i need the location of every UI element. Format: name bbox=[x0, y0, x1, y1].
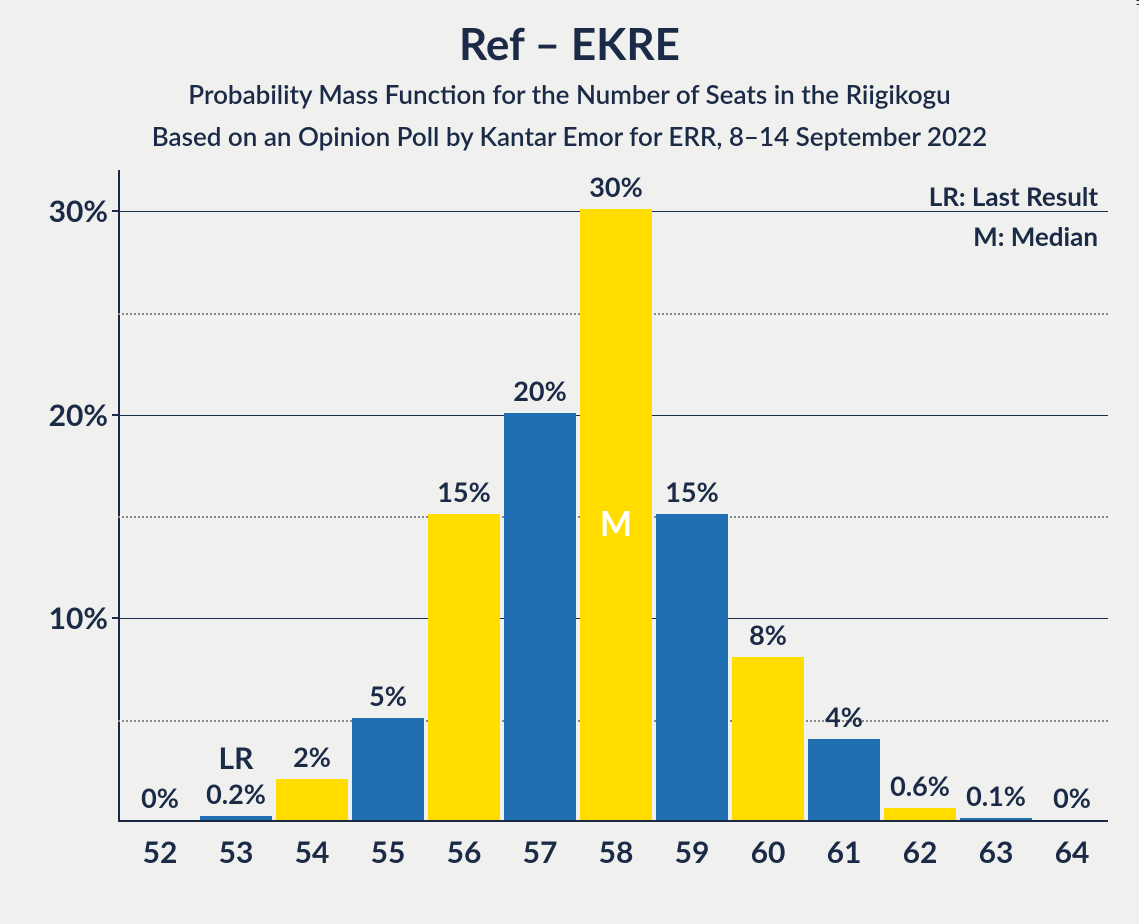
chart-subtitle-2: Based on an Opinion Poll by Kantar Emor … bbox=[0, 120, 1139, 152]
chart-subtitle-1: Probability Mass Function for the Number… bbox=[0, 78, 1139, 110]
x-axis-label: 61 bbox=[808, 834, 880, 870]
bar bbox=[732, 657, 804, 820]
bar-value-label: 15% bbox=[414, 475, 514, 508]
x-axis bbox=[118, 820, 1108, 822]
x-axis-label: 53 bbox=[200, 834, 272, 870]
chart-title: Ref – EKRE bbox=[0, 18, 1139, 70]
y-axis-label: 20% bbox=[49, 397, 108, 433]
y-tick bbox=[112, 617, 118, 619]
x-axis-label: 58 bbox=[580, 834, 652, 870]
x-axis-label: 60 bbox=[732, 834, 804, 870]
bar-value-label: 0.2% bbox=[186, 777, 286, 810]
bar-value-label: 4% bbox=[794, 700, 894, 733]
bar-value-label: 5% bbox=[338, 679, 438, 712]
x-axis-label: 62 bbox=[884, 834, 956, 870]
y-tick bbox=[112, 414, 118, 416]
x-axis-label: 64 bbox=[1036, 834, 1108, 870]
bar bbox=[656, 514, 728, 820]
y-tick bbox=[112, 210, 118, 212]
bar-value-label: 0% bbox=[1022, 781, 1122, 814]
x-axis-label: 56 bbox=[428, 834, 500, 870]
x-axis-label: 55 bbox=[352, 834, 424, 870]
x-axis-label: 54 bbox=[276, 834, 348, 870]
bar bbox=[200, 816, 272, 820]
bar-value-label: 20% bbox=[490, 374, 590, 407]
bar bbox=[960, 818, 1032, 820]
median-marker: M bbox=[586, 503, 646, 544]
chart-container: Ref – EKRE Probability Mass Function for… bbox=[0, 0, 1139, 924]
y-axis-label: 10% bbox=[49, 600, 108, 636]
bar-value-label: 15% bbox=[642, 475, 742, 508]
bar bbox=[276, 779, 348, 820]
legend-lr: LR: Last Result bbox=[929, 180, 1098, 212]
y-axis-label: 30% bbox=[49, 193, 108, 229]
bar bbox=[352, 718, 424, 820]
copyright-text: © 2022 Filip van Laenen bbox=[1133, 0, 1139, 6]
bar-value-label: 2% bbox=[262, 740, 362, 773]
plot-area: LR: Last Result M: Median 10%20%30%0%520… bbox=[118, 170, 1108, 822]
x-axis-label: 63 bbox=[960, 834, 1032, 870]
x-axis-label: 59 bbox=[656, 834, 728, 870]
bar bbox=[504, 413, 576, 821]
y-axis bbox=[118, 170, 120, 822]
x-axis-label: 52 bbox=[124, 834, 196, 870]
bar-value-label: 8% bbox=[718, 618, 818, 651]
legend-m: M: Median bbox=[973, 220, 1098, 252]
x-axis-label: 57 bbox=[504, 834, 576, 870]
bar bbox=[428, 514, 500, 820]
bar-value-label: 30% bbox=[566, 170, 666, 203]
